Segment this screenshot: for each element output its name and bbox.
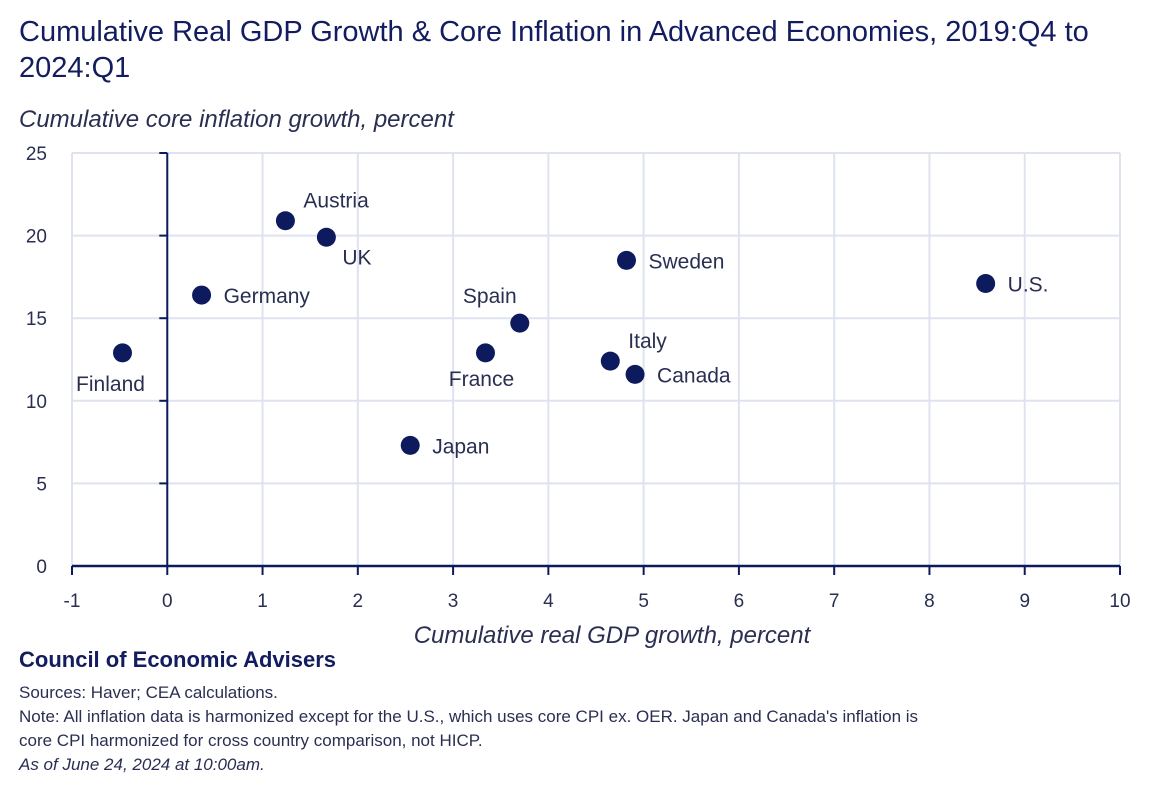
y-tick-labels: 0 5 10 15 20 25 xyxy=(26,144,47,578)
data-point-spain xyxy=(510,313,530,333)
data-point-us xyxy=(976,274,996,294)
data-points xyxy=(112,211,996,455)
point-label: Austria xyxy=(303,190,369,213)
point-label: Germany xyxy=(224,285,311,308)
point-label: Japan xyxy=(432,435,489,458)
x-axis-label: Cumulative real GDP growth, percent xyxy=(414,622,812,649)
data-point-japan xyxy=(400,435,420,455)
methodology-note-line-2: core CPI harmonized for cross country co… xyxy=(19,731,483,750)
x-tick-label: 3 xyxy=(448,591,459,612)
data-point-france xyxy=(475,343,495,363)
data-point-uk xyxy=(316,227,336,247)
data-point-italy xyxy=(600,351,620,371)
x-tick-label: 0 xyxy=(162,591,173,612)
source-organization: Council of Economic Advisers xyxy=(19,647,337,672)
x-tick-label: 7 xyxy=(829,591,840,612)
data-point-sweden xyxy=(616,250,636,270)
chart-title: Cumulative Real GDP Growth & Core Inflat… xyxy=(19,16,1089,84)
point-labels: Finland Germany Austria UK Japan France Spain S… xyxy=(76,190,1048,459)
axes xyxy=(71,152,1121,575)
x-tick-label: 1 xyxy=(257,591,268,612)
y-tick-label: 10 xyxy=(26,392,47,413)
as-of-date: As of June 24, 2024 at 10:00am. xyxy=(19,755,265,774)
x-tick-label: 8 xyxy=(924,591,935,612)
x-tick-labels: -1 0 1 2 3 4 5 6 7 8 9 10 xyxy=(64,591,1131,612)
point-label: Canada xyxy=(657,364,731,387)
x-tick-label: -1 xyxy=(64,591,81,612)
methodology-note-line-1: Note: All inflation data is harmonized e… xyxy=(19,707,919,726)
x-tick-label: 2 xyxy=(353,591,364,612)
y-tick-label: 20 xyxy=(26,227,47,248)
point-label: France xyxy=(449,368,514,391)
point-label: U.S. xyxy=(1008,274,1049,297)
gridlines xyxy=(71,152,1121,567)
data-point-canada xyxy=(625,364,645,384)
point-label: Finland xyxy=(76,373,145,396)
footnotes: Sources: Haver; CEA calculations. Note: … xyxy=(19,681,1169,777)
point-label: Spain xyxy=(463,285,517,308)
y-tick-label: 25 xyxy=(26,144,47,165)
sources-note: Sources: Haver; CEA calculations. xyxy=(19,683,278,702)
y-tick-label: 5 xyxy=(36,474,47,495)
point-label: Sweden xyxy=(648,250,724,273)
y-tick-label: 15 xyxy=(26,309,47,330)
x-tick-label: 4 xyxy=(543,591,554,612)
data-point-finland xyxy=(112,343,132,363)
point-label: Italy xyxy=(628,330,667,353)
x-tick-label: 9 xyxy=(1019,591,1030,612)
x-tick-label: 6 xyxy=(734,591,745,612)
x-tick-label: 5 xyxy=(638,591,649,612)
point-label: UK xyxy=(342,246,371,269)
data-point-germany xyxy=(192,285,212,305)
y-tick-label: 0 xyxy=(36,557,47,578)
data-point-austria xyxy=(275,211,295,231)
y-axis-label: Cumulative core inflation growth, percen… xyxy=(19,106,454,133)
x-tick-label: 10 xyxy=(1109,591,1130,612)
